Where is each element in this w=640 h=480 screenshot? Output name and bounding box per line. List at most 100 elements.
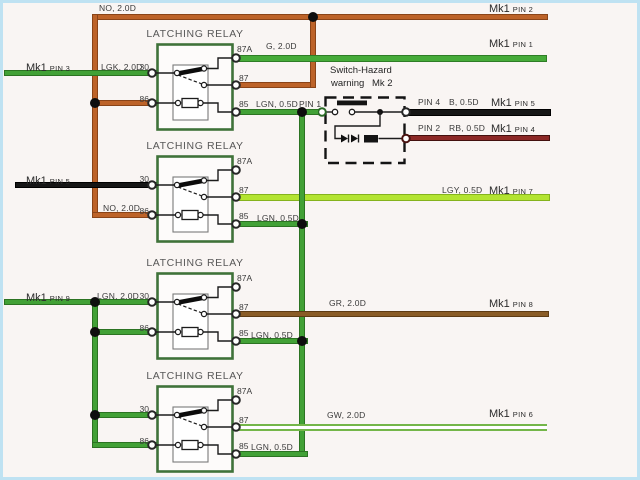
pin-label-86: 86 xyxy=(139,436,149,446)
label-lgy-wire: LGY, 0.5D xyxy=(442,185,483,195)
endpoint-mk1-pin6: Mk1 PIN 6 xyxy=(489,407,533,420)
pin-label-87: 87 xyxy=(239,185,249,195)
latching-relay-2: LATCHING RELAY 30 86 87A 87 85 xyxy=(140,140,252,243)
label-lgn-relay4-85: LGN, 0.5D xyxy=(251,442,293,452)
terminal-86 xyxy=(147,210,157,220)
connector-name: Mk1 xyxy=(489,298,510,310)
label-lgn-relay1-85: LGN, 0.5D xyxy=(256,99,298,109)
switch-contact-b xyxy=(348,108,356,116)
endpoint-mk1-pin2: Mk1 PIN 2 xyxy=(489,2,533,15)
connector-pin: PIN 3 xyxy=(49,64,71,73)
pin-label-30: 30 xyxy=(139,291,149,301)
pin-label-30: 30 xyxy=(139,404,149,414)
endpoint-mk1-pin3: Mk1 PIN 3 xyxy=(26,61,70,74)
connector-name: Mk1 xyxy=(491,123,512,135)
pin-label-87: 87 xyxy=(239,415,249,425)
label-switch-pin4: PIN 4 xyxy=(418,97,441,107)
label-lgn-pin9-wire: LGN, 2.0D xyxy=(97,291,139,301)
terminal-30 xyxy=(147,180,157,190)
endpoint-mk1-pin4: Mk1 PIN 4 xyxy=(491,122,535,135)
terminal-85 xyxy=(231,219,241,229)
relay-schematic xyxy=(147,155,241,243)
relay-coil xyxy=(181,326,199,338)
connector-name: Mk1 xyxy=(489,38,510,50)
terminal-87a xyxy=(231,282,241,292)
latching-relay-4: LATCHING RELAY 30 86 87A 87 85 xyxy=(140,370,252,473)
endpoint-mk1-pin5-right: Mk1 PIN 5 xyxy=(491,96,535,109)
diode-icon xyxy=(341,134,348,143)
connector-pin: PIN 4 xyxy=(514,125,536,134)
relay-schematic xyxy=(147,385,241,473)
pin-label-85: 85 xyxy=(239,441,249,451)
endpoint-mk1-pin1: Mk1 PIN 1 xyxy=(489,37,533,50)
wire-gw-to-mk1-pin6 xyxy=(230,423,547,431)
relay-coil xyxy=(181,97,199,109)
indicator-branch xyxy=(334,112,381,140)
terminal-87 xyxy=(231,80,241,90)
relay-title: LATCHING RELAY xyxy=(146,370,244,382)
terminal-87a xyxy=(231,395,241,405)
pin-label-87a: 87A xyxy=(237,156,253,166)
terminal-86 xyxy=(147,440,157,450)
label-switch-pin1: PIN 1 xyxy=(299,99,322,109)
endpoint-mk1-pin8: Mk1 PIN 8 xyxy=(489,297,533,310)
terminal-87a xyxy=(231,165,241,175)
label-switch-pin2: PIN 2 xyxy=(418,123,441,133)
pin-label-87: 87 xyxy=(239,73,249,83)
junction-dot-7 xyxy=(297,336,307,346)
pin-label-87a: 87A xyxy=(237,273,253,283)
connector-pin: PIN 5 xyxy=(49,177,71,186)
pin-label-86: 86 xyxy=(139,206,149,216)
label-no-relay2: NO, 2.0D xyxy=(103,203,141,213)
junction-dot-2 xyxy=(90,98,100,108)
switch-terminal-pin4 xyxy=(401,107,411,117)
terminal-30 xyxy=(147,297,157,307)
switch-actuator-bar xyxy=(337,100,367,106)
connector-pin: PIN 8 xyxy=(512,300,534,309)
switch-contact-a xyxy=(331,108,339,116)
switch-terminal-pin2 xyxy=(401,133,411,144)
connector-pin: PIN 5 xyxy=(514,99,536,108)
relay-coil xyxy=(181,439,199,451)
pin-label-30: 30 xyxy=(139,174,149,184)
connector-name: Mk1 xyxy=(489,185,510,197)
junction-dot-8 xyxy=(90,410,100,420)
connector-name: Mk1 xyxy=(26,62,47,74)
terminal-30 xyxy=(147,68,157,78)
junction-dot-6 xyxy=(90,327,100,337)
label-gw-wire: GW, 2.0D xyxy=(327,410,366,420)
switch-box-title-line1: Switch-Hazard xyxy=(330,65,392,76)
relay-switch-blade xyxy=(177,295,203,305)
connector-name: Mk1 xyxy=(26,292,47,304)
terminal-87 xyxy=(231,422,241,432)
pin-label-86: 86 xyxy=(139,94,149,104)
pin-label-30: 30 xyxy=(139,62,149,72)
latching-relay-1: LATCHING RELAY 30 86 87A 87 85 xyxy=(140,28,252,131)
label-lgk-wire: LGK, 2.0D xyxy=(101,62,143,72)
endpoint-mk1-pin5-left: Mk1 PIN 5 xyxy=(26,174,70,187)
junction-dot-1 xyxy=(308,12,318,22)
label-gr-wire: GR, 2.0D xyxy=(329,298,367,308)
switch-terminal-pin1 xyxy=(318,107,327,117)
switch-hazard-warning-box xyxy=(318,96,411,165)
terminal-87a xyxy=(231,53,241,63)
switch-box-title-line3: Mk 2 xyxy=(372,78,393,89)
relay-title: LATCHING RELAY xyxy=(146,28,244,40)
terminal-85 xyxy=(231,336,241,346)
terminal-87 xyxy=(231,309,241,319)
endpoint-mk1-pin9: Mk1 PIN 9 xyxy=(26,291,70,304)
relay-switch-blade xyxy=(177,408,203,418)
relay-inner-box xyxy=(172,176,209,233)
pin-label-85: 85 xyxy=(239,99,249,109)
connector-pin: PIN 6 xyxy=(512,410,534,419)
terminal-86 xyxy=(147,98,157,108)
pin-label-87: 87 xyxy=(239,302,249,312)
connector-pin: PIN 1 xyxy=(512,40,534,49)
connector-pin: PIN 2 xyxy=(512,5,534,14)
terminal-85 xyxy=(231,449,241,459)
junction-dot-5 xyxy=(90,297,100,307)
relay-schematic xyxy=(147,272,241,360)
